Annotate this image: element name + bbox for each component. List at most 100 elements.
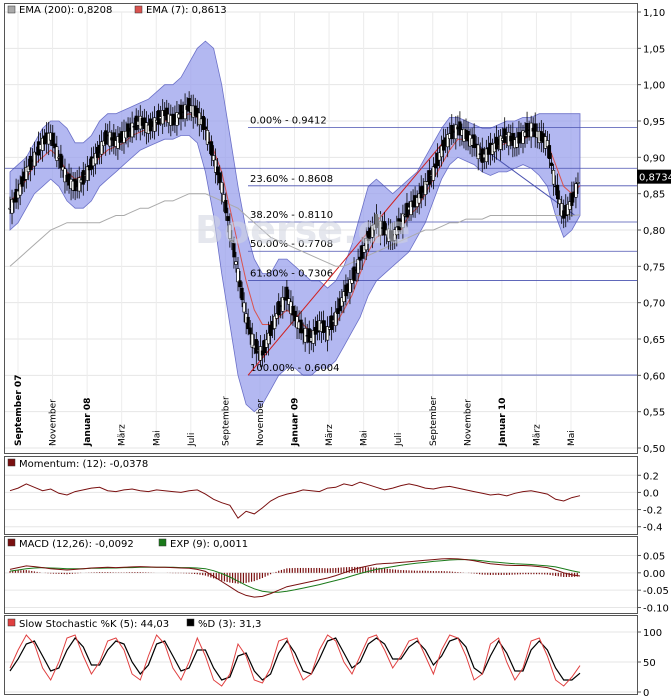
candle-body [246, 316, 250, 330]
price-x-label: November [49, 399, 59, 446]
candle-body [439, 145, 444, 158]
candle-body [266, 332, 271, 345]
momentum-y-tick-label: -0.4 [643, 523, 663, 534]
macd-exp-series [9, 559, 581, 593]
candle-body [574, 183, 578, 198]
price-y-tick-label: 0,65 [643, 335, 665, 346]
price-y-tick-label: 0,80 [643, 226, 665, 237]
candle-body [112, 132, 116, 147]
candle-body [356, 259, 360, 274]
price-y-tick-label: 0,55 [643, 408, 665, 419]
price-x-axis: September 07 November Januar 08 März Mai Juli… [14, 375, 577, 447]
candle-body [226, 216, 230, 222]
candle-body [236, 268, 240, 283]
ema200-line [9, 193, 581, 267]
legend-swatch-macd [7, 538, 16, 547]
stochastic-grid [5, 631, 637, 693]
candle-body [551, 169, 556, 185]
candle-body [330, 315, 334, 330]
candle-body [214, 159, 218, 173]
price-x-label: Juli [394, 433, 404, 447]
price-legend: EMA (200): 0,8208 EMA (7): 0,8613 [7, 5, 227, 16]
candle-body [307, 328, 311, 343]
momentum-y-tick-label: -0.2 [643, 506, 663, 517]
candle-body [311, 330, 315, 344]
price-y-tick-label: 0,95 [643, 117, 665, 128]
candle-body [454, 124, 458, 140]
momentum-y-tick-label: 0.2 [643, 471, 659, 482]
price-x-label: November [256, 399, 266, 446]
candle-body [382, 221, 387, 236]
candle-body [24, 167, 28, 180]
macd-lines [9, 558, 581, 598]
legend-momentum: Momentum: (12): -0,0378 [19, 459, 148, 470]
price-y-tick-label: 0,70 [643, 299, 665, 310]
legend-stoch-k: Slow Stochastic %K (5): 44,03 [19, 619, 169, 630]
stochastic-y-tick-label: 100 [643, 628, 662, 639]
candle-body [549, 162, 554, 166]
fibonacci-label: 23.60% - 0.8608 [250, 174, 333, 185]
candle-body [201, 115, 205, 130]
price-y-tick-label: 0,60 [643, 371, 665, 382]
candle-body [458, 121, 462, 136]
price-y-tick-label: 1,05 [643, 44, 665, 55]
legend-swatch-ema7 [134, 5, 143, 14]
candle-body [93, 153, 98, 165]
fibonacci-label: 0.00% - 0.9412 [250, 115, 327, 126]
macd-y-axis: 0.05 0.00 -0.05 -0.10 [637, 551, 669, 615]
price-x-label: Mai [152, 430, 162, 446]
candle-body [281, 297, 285, 312]
price-y-tick-label: 0,90 [643, 153, 665, 164]
candle-body [228, 224, 232, 239]
candle-body [545, 140, 550, 147]
candle-body [230, 240, 234, 242]
candle-body [277, 301, 281, 316]
candle-body [161, 110, 165, 125]
fibonacci-label: 100.00% - 0.6004 [250, 363, 339, 374]
candle-body [254, 339, 258, 354]
candle-body [77, 177, 81, 192]
macd-y-tick-label: -0.05 [643, 586, 669, 597]
candle-body [10, 199, 14, 214]
watermark: Boerse.de [195, 208, 410, 252]
legend-stoch-d: %D (3): 31,3 [198, 619, 261, 630]
momentum-grid [5, 474, 637, 528]
legend-swatch-ema200 [7, 5, 16, 14]
price-x-label: März [532, 424, 542, 446]
candle-body [209, 141, 214, 156]
macd-y-tick-label: -0.10 [643, 604, 669, 615]
stochastic-lines [9, 634, 581, 687]
candle-body [242, 302, 246, 313]
candle-body [28, 155, 32, 170]
candle-body [183, 104, 187, 120]
candle-body [293, 310, 297, 322]
momentum-line [9, 481, 581, 519]
legend-swatch-d [186, 618, 195, 627]
macd-panel [4, 536, 638, 614]
candle-body [521, 130, 525, 144]
candle-body [250, 333, 254, 348]
stochastic-k-series [9, 634, 581, 687]
candle-body [218, 172, 222, 184]
candle-body [299, 319, 303, 334]
price-y-tick-label: 0,50 [643, 444, 665, 455]
macd-legend: MACD (12,26): -0,0092 EXP (9): 0,0011 [7, 538, 248, 550]
candle-body [238, 280, 242, 288]
candle-body [556, 184, 560, 200]
candle-body [533, 123, 537, 138]
price-y-axis: 1,10 1,05 1,00 0,95 0,90 0,85 0,80 0,75 0,70 0,65… [637, 8, 665, 455]
legend-ema200: EMA (200): 0,8208 [19, 5, 112, 16]
candle-body [248, 327, 252, 335]
candle-body [370, 225, 374, 238]
price-x-label: September 07 [14, 375, 24, 446]
macd-y-tick-label: 0.05 [643, 551, 665, 562]
candle-body [291, 305, 295, 316]
candle-body [224, 200, 228, 214]
candle-body [104, 130, 108, 145]
candle-body [374, 214, 379, 229]
candle-body [570, 192, 574, 206]
candle-body [397, 218, 401, 232]
candle-body [472, 134, 476, 148]
price-x-label: September [221, 396, 231, 446]
